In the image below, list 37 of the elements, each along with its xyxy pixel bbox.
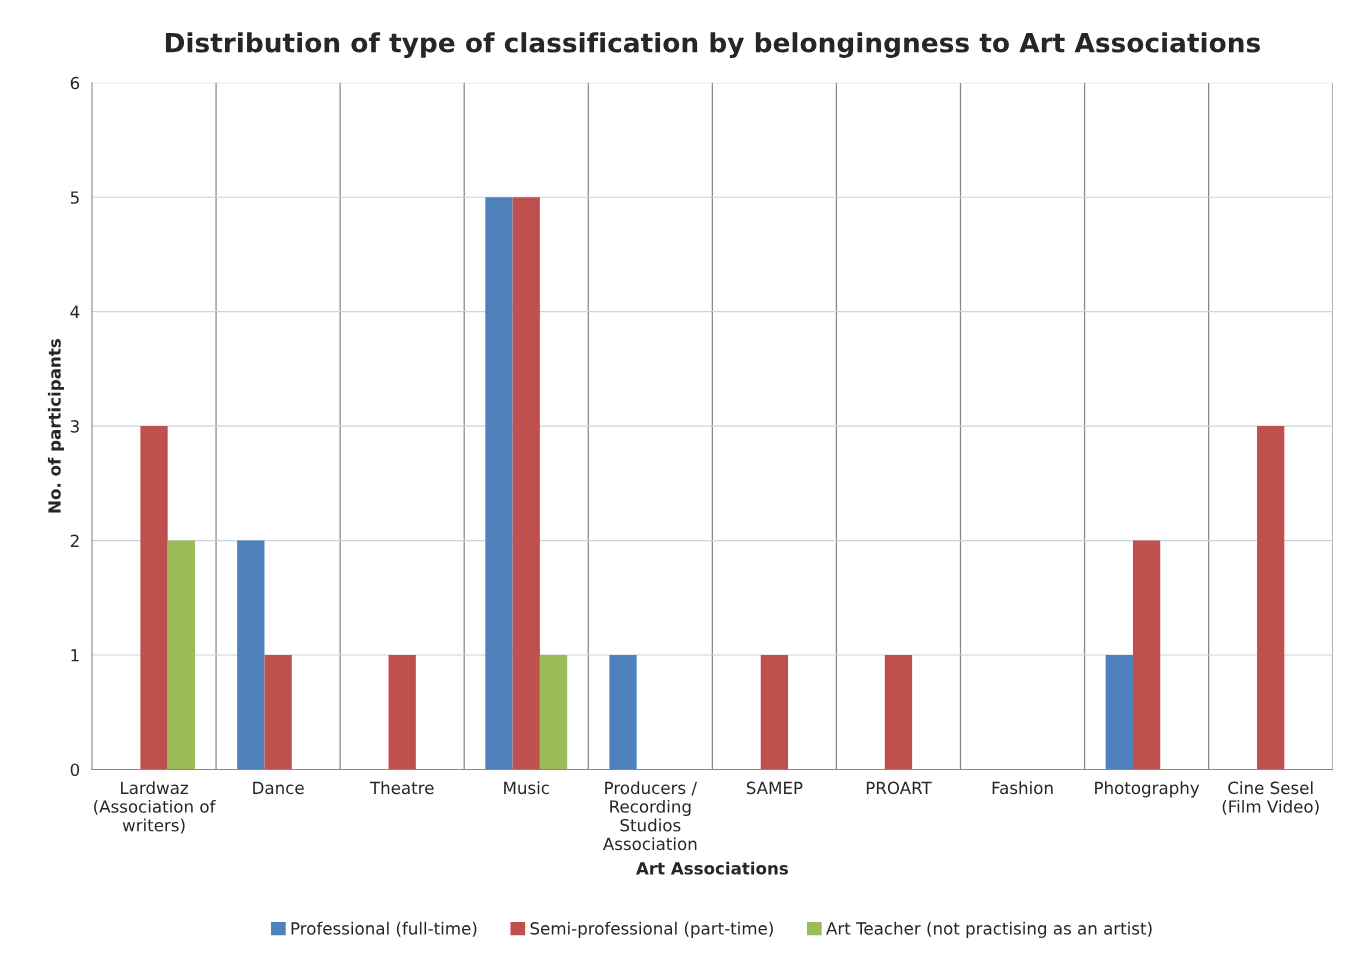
legend-label: Art Teacher (not practising as an artist) — [826, 921, 1152, 938]
bar — [1132, 540, 1161, 770]
bar — [760, 655, 789, 770]
x-tick-label: Cine Sesel (Film Video) — [1222, 781, 1319, 815]
bar — [539, 655, 568, 770]
y-tick-label: 1 — [71, 649, 79, 662]
y-tick-label: 2 — [70, 534, 79, 547]
chart-title: Distribution of type of classification by belongingness to Art Associations — [165, 32, 1260, 58]
bar — [237, 540, 265, 770]
x-tick-label: SAMEP — [746, 781, 803, 795]
legend-label: Semi-professional (part-time) — [530, 921, 773, 938]
bar — [388, 655, 416, 770]
x-tick-label: Photography — [1095, 781, 1200, 798]
x-tick-label: PROART — [866, 781, 932, 795]
x-axis-title: Art Associations — [636, 861, 788, 875]
y-tick-label: 6 — [70, 76, 80, 90]
bar — [884, 655, 913, 770]
bar — [512, 197, 540, 770]
bar — [485, 197, 513, 770]
x-tick-label: Producers / Recording Studios Association — [603, 781, 698, 851]
x-tick-label: Dance — [253, 781, 304, 795]
legend-label: Professional (full-time) — [291, 921, 477, 937]
bar — [264, 655, 292, 770]
y-tick-label: 0 — [70, 763, 80, 777]
x-tick-label: Music — [504, 781, 549, 795]
bar — [167, 540, 195, 770]
y-axis-title: No. of participants — [47, 339, 65, 513]
x-tick-label: Theatre — [369, 781, 434, 795]
bar — [140, 426, 168, 770]
bar — [1257, 426, 1285, 770]
bar — [1105, 655, 1133, 770]
bar — [609, 655, 637, 770]
y-tick-label: 4 — [70, 305, 80, 319]
y-tick-label: 3 — [70, 420, 79, 433]
x-tick-label: Fashion — [992, 781, 1053, 795]
x-tick-label: Lardwaz (Association of writers) — [94, 781, 216, 834]
y-tick-label: 5 — [70, 191, 79, 204]
